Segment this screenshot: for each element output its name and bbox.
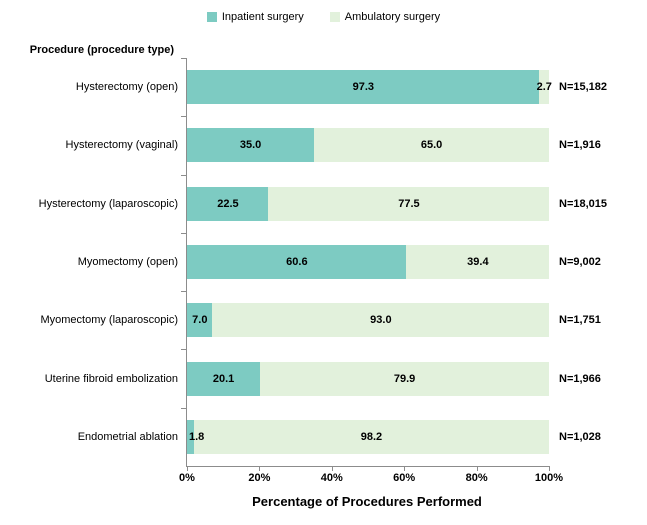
y-axis-tick bbox=[181, 116, 187, 118]
category-label: Endometrial ablation bbox=[77, 430, 178, 443]
n-label: N=9,002 bbox=[559, 256, 601, 268]
x-tick-label: 0% bbox=[179, 472, 195, 484]
y-axis-tick bbox=[181, 174, 187, 176]
bar-value-label: 22.5 bbox=[217, 197, 239, 210]
x-axis-tick bbox=[404, 466, 406, 471]
bar-value-label: 1.8 bbox=[189, 430, 205, 443]
x-tick-label: 100% bbox=[534, 472, 564, 484]
legend-label-ambulatory: Ambulatory surgery bbox=[344, 11, 441, 23]
bar-value-label: 60.6 bbox=[286, 256, 308, 268]
y-axis-tick bbox=[181, 349, 187, 351]
legend-item-ambulatory: Ambulatory surgery bbox=[329, 11, 441, 23]
category-label: Hysterectomy (open) bbox=[75, 81, 178, 94]
y-axis-tick bbox=[181, 291, 187, 293]
bar-segment-inpatient bbox=[187, 419, 194, 454]
legend: Inpatient surgery Ambulatory surgery bbox=[0, 11, 647, 23]
y-axis-tick bbox=[181, 232, 187, 234]
bar-segment-ambulatory bbox=[259, 361, 549, 396]
bar-segment-ambulatory bbox=[268, 186, 549, 221]
x-axis-tick bbox=[187, 466, 188, 471]
x-tick-label: 60% bbox=[393, 472, 416, 484]
category-label: Myomectomy (open) bbox=[77, 256, 178, 268]
legend-item-inpatient: Inpatient surgery bbox=[206, 11, 304, 23]
n-label: N=1,916 bbox=[559, 139, 601, 152]
bar-value-label: 65.0 bbox=[420, 139, 443, 152]
plot-area: 97.3 2.7 35.0 65.0 22.5 77.5 60.6 39.4 7.0 93.0 20… bbox=[179, 58, 563, 484]
y-axis-title: Procedure (procedure type) bbox=[29, 44, 174, 56]
n-label: N=1,751 bbox=[559, 314, 601, 327]
x-axis-tick bbox=[476, 466, 478, 471]
bar-value-label: 93.0 bbox=[370, 314, 392, 327]
bar-value-label: 77.5 bbox=[398, 197, 420, 210]
n-label: N=15,182 bbox=[559, 81, 608, 94]
category-label: Hysterectomy (vaginal) bbox=[65, 139, 178, 152]
bar-segment-inpatient bbox=[187, 70, 540, 105]
x-tick-label: 40% bbox=[320, 472, 343, 484]
category-label: Uterine fibroid embolization bbox=[44, 372, 178, 385]
x-axis-title: Percentage of Procedures Performed bbox=[252, 494, 482, 509]
category-label: Hysterectomy (laparoscopic) bbox=[38, 197, 178, 210]
bar-segment-inpatient bbox=[187, 186, 269, 221]
bar-segment-ambulatory bbox=[406, 245, 549, 279]
x-axis-tick bbox=[331, 466, 333, 471]
bar-segment-inpatient bbox=[187, 245, 407, 279]
bar-value-label: 39.4 bbox=[467, 256, 489, 268]
bar-segment-ambulatory bbox=[212, 303, 549, 338]
x-axis-tick bbox=[549, 466, 550, 471]
inpatient-swatch-icon bbox=[206, 12, 217, 22]
bar-value-label: 79.9 bbox=[393, 372, 416, 385]
bar-segment-inpatient bbox=[187, 303, 213, 338]
bar-segment-ambulatory bbox=[539, 70, 549, 105]
n-label: N=18,015 bbox=[559, 197, 608, 210]
bar-value-label: 35.0 bbox=[239, 139, 262, 152]
x-tick-label: 80% bbox=[465, 472, 488, 484]
bar-value-label: 20.1 bbox=[212, 372, 235, 385]
y-axis-tick bbox=[181, 58, 187, 59]
bar-value-label: 97.3 bbox=[352, 81, 375, 94]
bar-segment-inpatient bbox=[187, 128, 314, 163]
bar-segment-ambulatory bbox=[193, 419, 549, 454]
n-label: N=1,966 bbox=[559, 372, 601, 385]
ambulatory-swatch-icon bbox=[329, 12, 340, 22]
bar-segment-ambulatory bbox=[313, 128, 549, 163]
bar-value-label: 98.2 bbox=[360, 430, 383, 443]
n-label: N=1,028 bbox=[559, 430, 601, 443]
bar-value-label: 2.7 bbox=[536, 81, 552, 94]
x-axis-tick bbox=[259, 466, 261, 471]
bar-segment-inpatient bbox=[187, 361, 260, 396]
legend-label-inpatient: Inpatient surgery bbox=[221, 11, 304, 23]
bar-value-label: 7.0 bbox=[192, 314, 208, 327]
category-label: Myomectomy (laparoscopic) bbox=[40, 314, 178, 327]
x-tick-label: 20% bbox=[248, 472, 271, 484]
y-axis-tick bbox=[181, 407, 187, 409]
